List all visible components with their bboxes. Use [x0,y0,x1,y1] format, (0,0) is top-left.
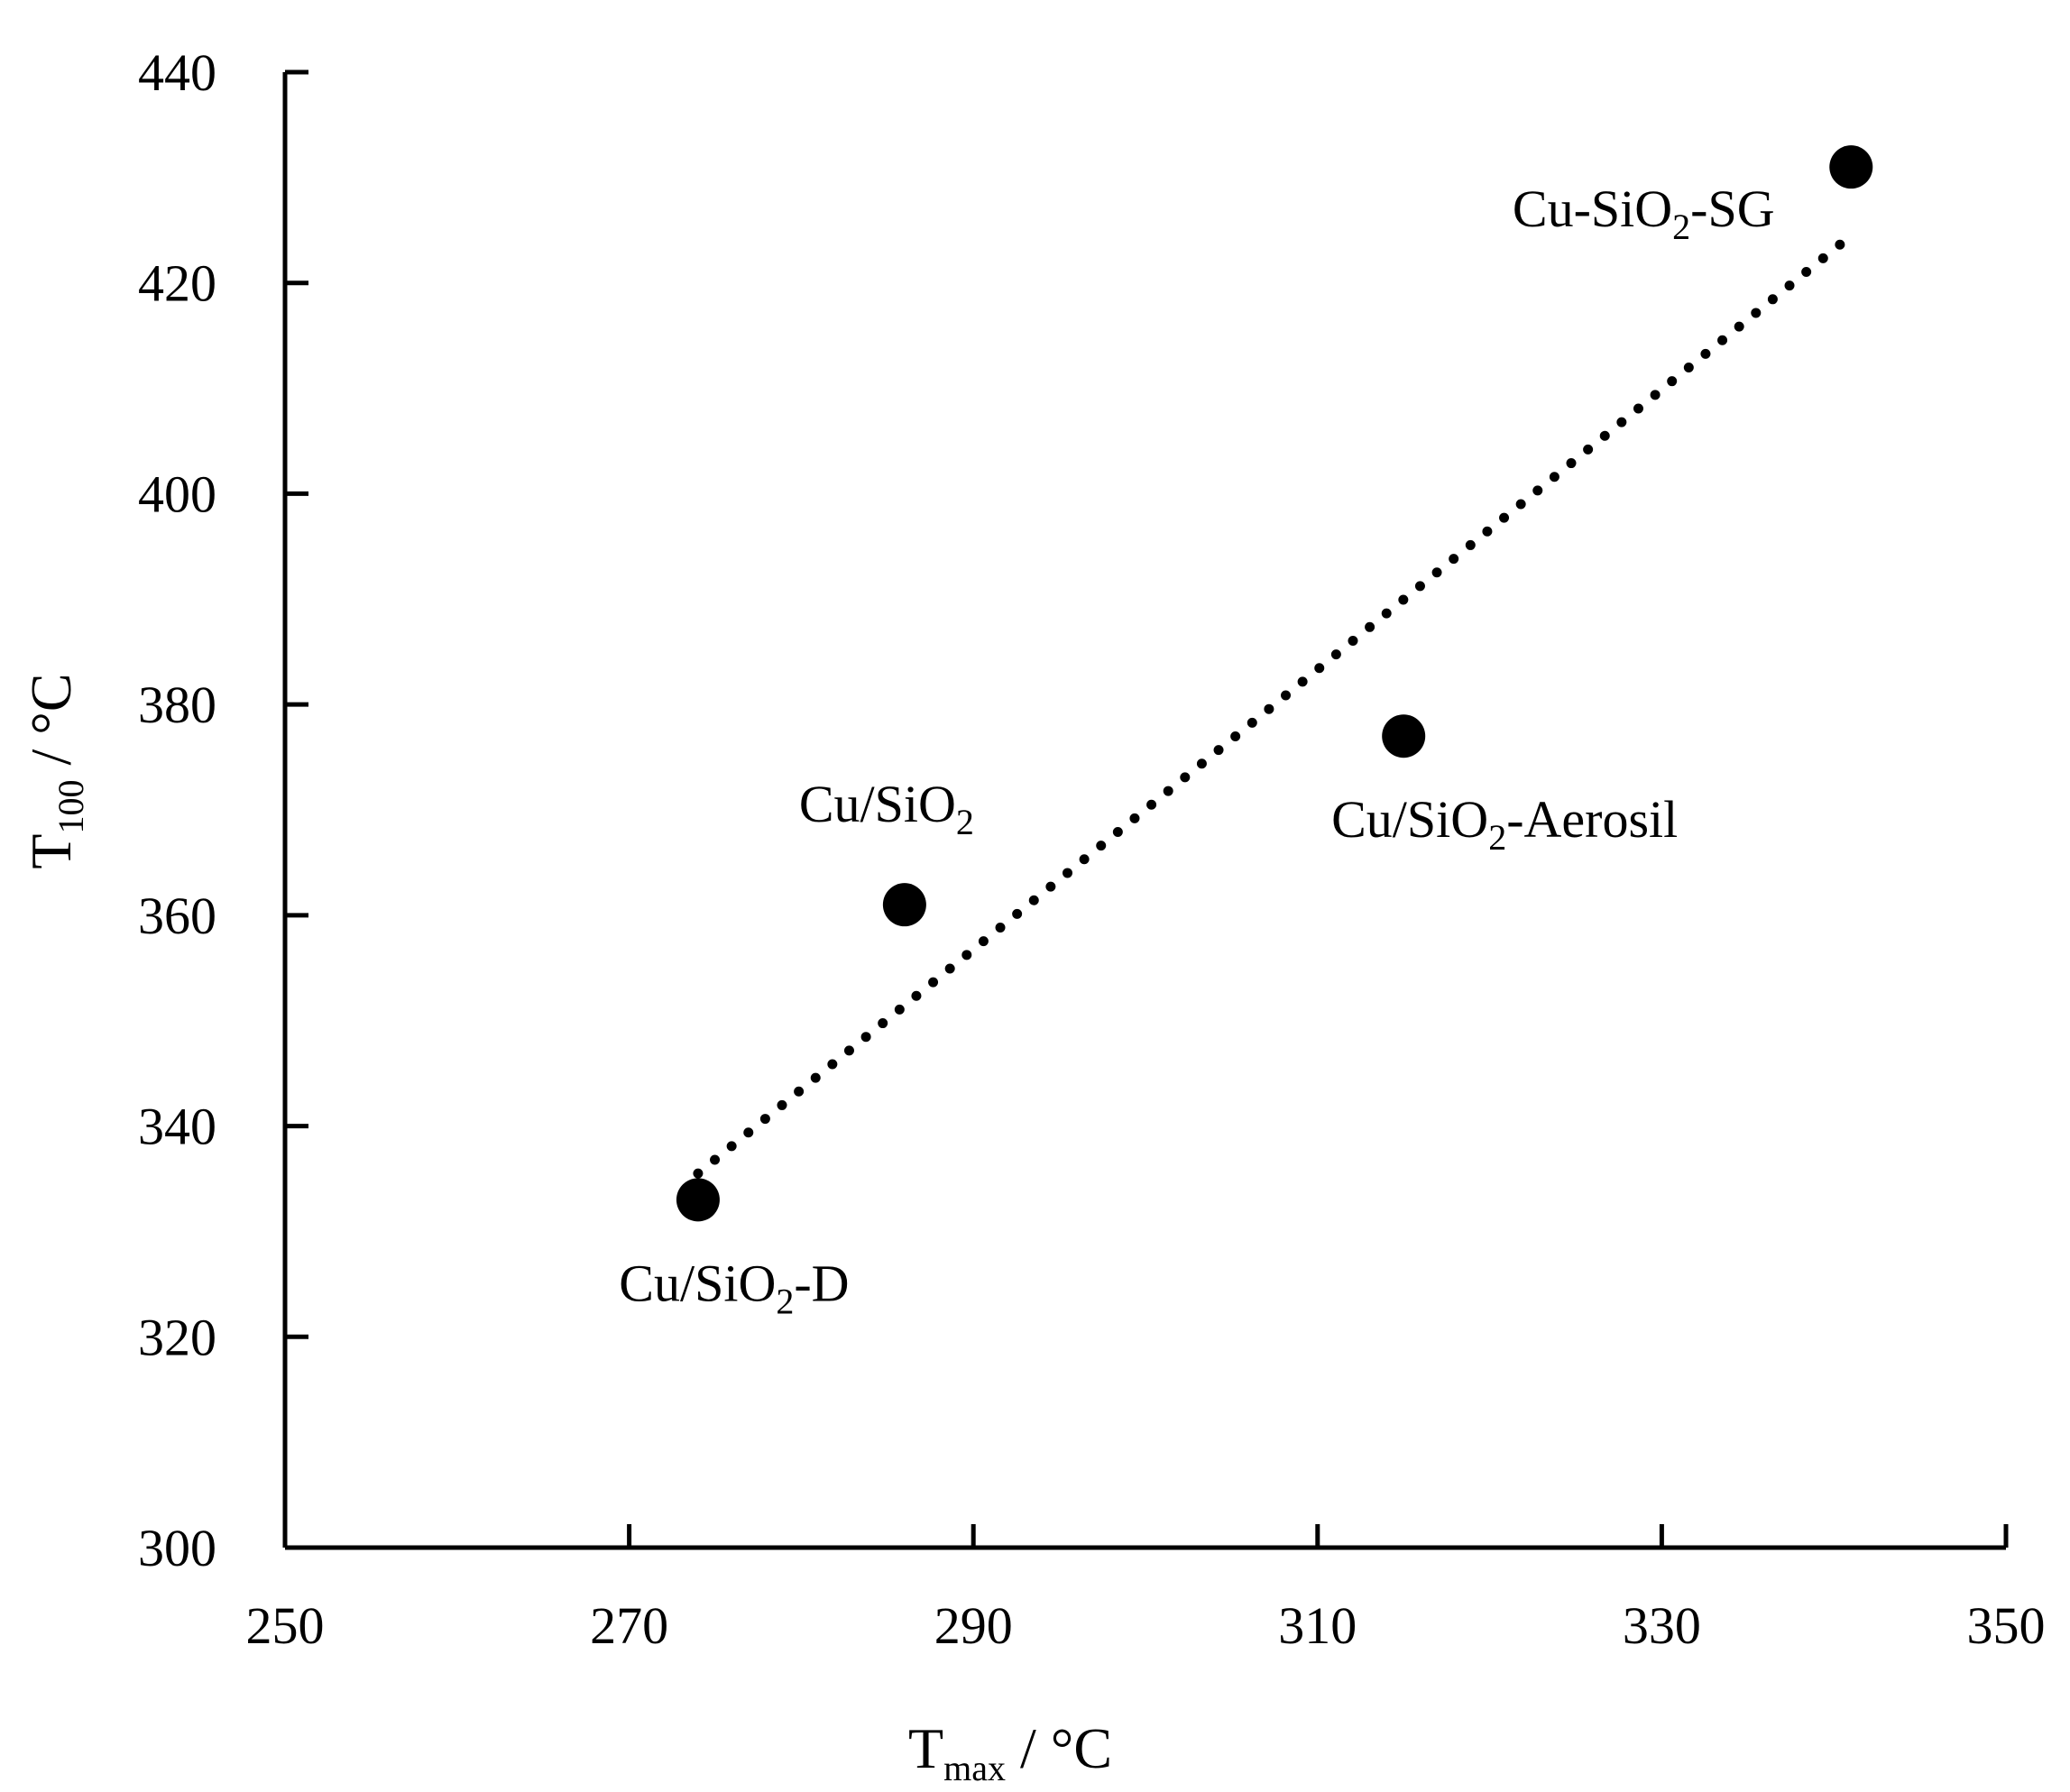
x-tick-label: 250 [246,1596,325,1655]
y-tick-label: 320 [138,1308,216,1366]
data-point [1829,145,1873,189]
x-tick-label: 290 [934,1596,1013,1655]
y-tick-label: 360 [138,887,216,945]
y-tick-label: 300 [138,1519,216,1577]
y-tick-label: 340 [138,1098,216,1156]
data-point [1382,714,1426,758]
point-label: Cu-SiO2-SG [1513,179,1775,247]
y-tick-label: 380 [138,675,216,734]
point-label: Cu/SiO2 [799,775,974,842]
trendline [693,230,1856,1179]
y-axis-title: T100 / °C [19,673,91,868]
point-labels: Cu/SiO2 Cu/SiO2-D Cu/SiO2-Aerosil Cu-SiO2-S… [619,179,1774,1321]
data-points [676,145,1873,1222]
y-tick-label: 440 [138,43,216,102]
trendline-group [693,230,1856,1179]
x-axis-title: Tmax / °C [908,1716,1112,1788]
data-point [882,883,926,927]
x-tick-label: 310 [1278,1596,1357,1655]
x-axis-ticks: 250 270 290 310 330 350 [246,1524,2046,1655]
data-point [676,1178,720,1222]
point-label: Cu/SiO2-Aerosil [1331,790,1678,858]
axes [282,72,2006,1550]
y-tick-label: 420 [138,254,216,313]
y-axis-ticks: 300 320 340 360 380 400 420 440 [138,43,308,1577]
x-tick-label: 350 [1967,1596,2046,1655]
x-tick-label: 270 [590,1596,668,1655]
x-tick-label: 330 [1623,1596,1701,1655]
y-tick-label: 400 [138,464,216,523]
point-label: Cu/SiO2-D [619,1254,849,1321]
